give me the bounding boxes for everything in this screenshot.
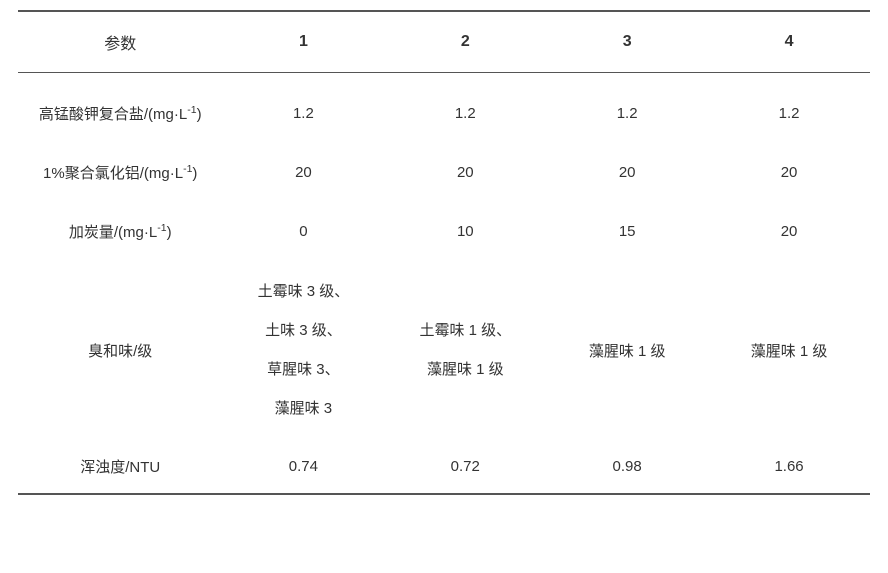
cell: 藻腥味 1 级: [546, 250, 708, 440]
cell: 1.2: [708, 73, 870, 133]
table-row: 加炭量/(mg·L-1) 0 10 15 20: [18, 191, 870, 250]
cell: 1.2: [384, 73, 546, 133]
col-header-4: 4: [708, 11, 870, 73]
cell: 0.98: [546, 440, 708, 494]
cell: 1.66: [708, 440, 870, 494]
table-header-row: 参数 1 2 3 4: [18, 11, 870, 73]
table-container: 参数 1 2 3 4 高锰酸钾复合盐/(mg·L-1) 1.2 1.2 1.2 …: [0, 0, 888, 505]
cell: 1.2: [222, 73, 384, 133]
col-header-3: 3: [546, 11, 708, 73]
table-row: 高锰酸钾复合盐/(mg·L-1) 1.2 1.2 1.2 1.2: [18, 73, 870, 133]
row-label: 臭和味/级: [18, 250, 222, 440]
row-label: 1%聚合氯化铝/(mg·L-1): [18, 132, 222, 191]
table-row: 臭和味/级 土霉味 3 级、土味 3 级、草腥味 3、藻腥味 3 土霉味 1 级…: [18, 250, 870, 440]
cell: 20: [708, 132, 870, 191]
col-header-param: 参数: [18, 11, 222, 73]
row-label: 加炭量/(mg·L-1): [18, 191, 222, 250]
cell: 20: [546, 132, 708, 191]
col-header-1: 1: [222, 11, 384, 73]
table-row: 浑浊度/NTU 0.74 0.72 0.98 1.66: [18, 440, 870, 494]
row-label: 高锰酸钾复合盐/(mg·L-1): [18, 73, 222, 133]
row-label: 浑浊度/NTU: [18, 440, 222, 494]
cell: 0: [222, 191, 384, 250]
cell: 20: [222, 132, 384, 191]
cell: 0.72: [384, 440, 546, 494]
cell: 藻腥味 1 级: [708, 250, 870, 440]
cell: 20: [708, 191, 870, 250]
cell: 15: [546, 191, 708, 250]
table-row: 1%聚合氯化铝/(mg·L-1) 20 20 20 20: [18, 132, 870, 191]
cell: 10: [384, 191, 546, 250]
cell: 1.2: [546, 73, 708, 133]
cell: 0.74: [222, 440, 384, 494]
col-header-2: 2: [384, 11, 546, 73]
cell: 土霉味 3 级、土味 3 级、草腥味 3、藻腥味 3: [222, 250, 384, 440]
cell: 土霉味 1 级、藻腥味 1 级: [384, 250, 546, 440]
cell: 20: [384, 132, 546, 191]
parameters-table: 参数 1 2 3 4 高锰酸钾复合盐/(mg·L-1) 1.2 1.2 1.2 …: [18, 10, 870, 495]
